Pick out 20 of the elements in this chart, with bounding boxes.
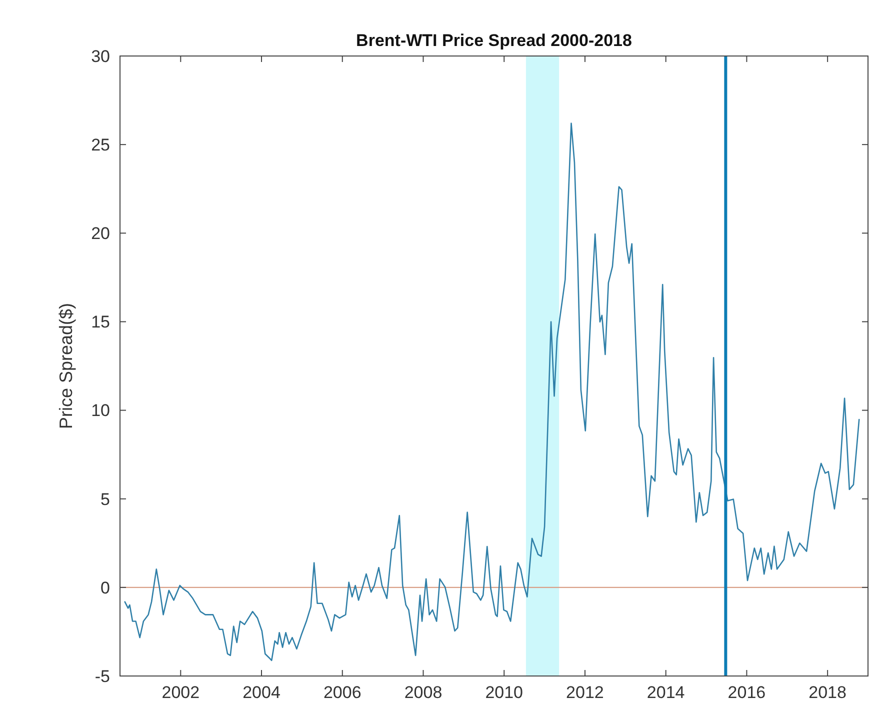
x-tick-label: 2012 <box>566 683 604 702</box>
y-tick-label: 0 <box>100 578 110 598</box>
y-tick-label: 20 <box>91 224 110 244</box>
x-tick-label: 2014 <box>646 683 685 702</box>
x-tick-label: 2010 <box>485 683 524 702</box>
y-tick-label: 25 <box>91 136 110 155</box>
line-series <box>124 122 860 662</box>
x-tick-label: 2008 <box>404 683 442 702</box>
x-tick-label: 2016 <box>728 683 766 702</box>
x-tick-label: 2006 <box>323 683 362 702</box>
y-tick-label: 30 <box>91 46 110 66</box>
y-tick-label: -5 <box>94 666 110 686</box>
y-tick-label: 10 <box>91 401 110 420</box>
y-tick-label: 5 <box>100 490 110 509</box>
chart-title: Brent-WTI Price Spread 2000-2018 <box>356 31 632 50</box>
y-tick-label: 15 <box>91 312 110 332</box>
x-tick-label: 2018 <box>808 683 846 702</box>
x-tick-label: 2004 <box>242 683 280 702</box>
x-tick-label: 2002 <box>162 683 200 702</box>
y-axis-title: Price Spread($) <box>56 302 76 430</box>
